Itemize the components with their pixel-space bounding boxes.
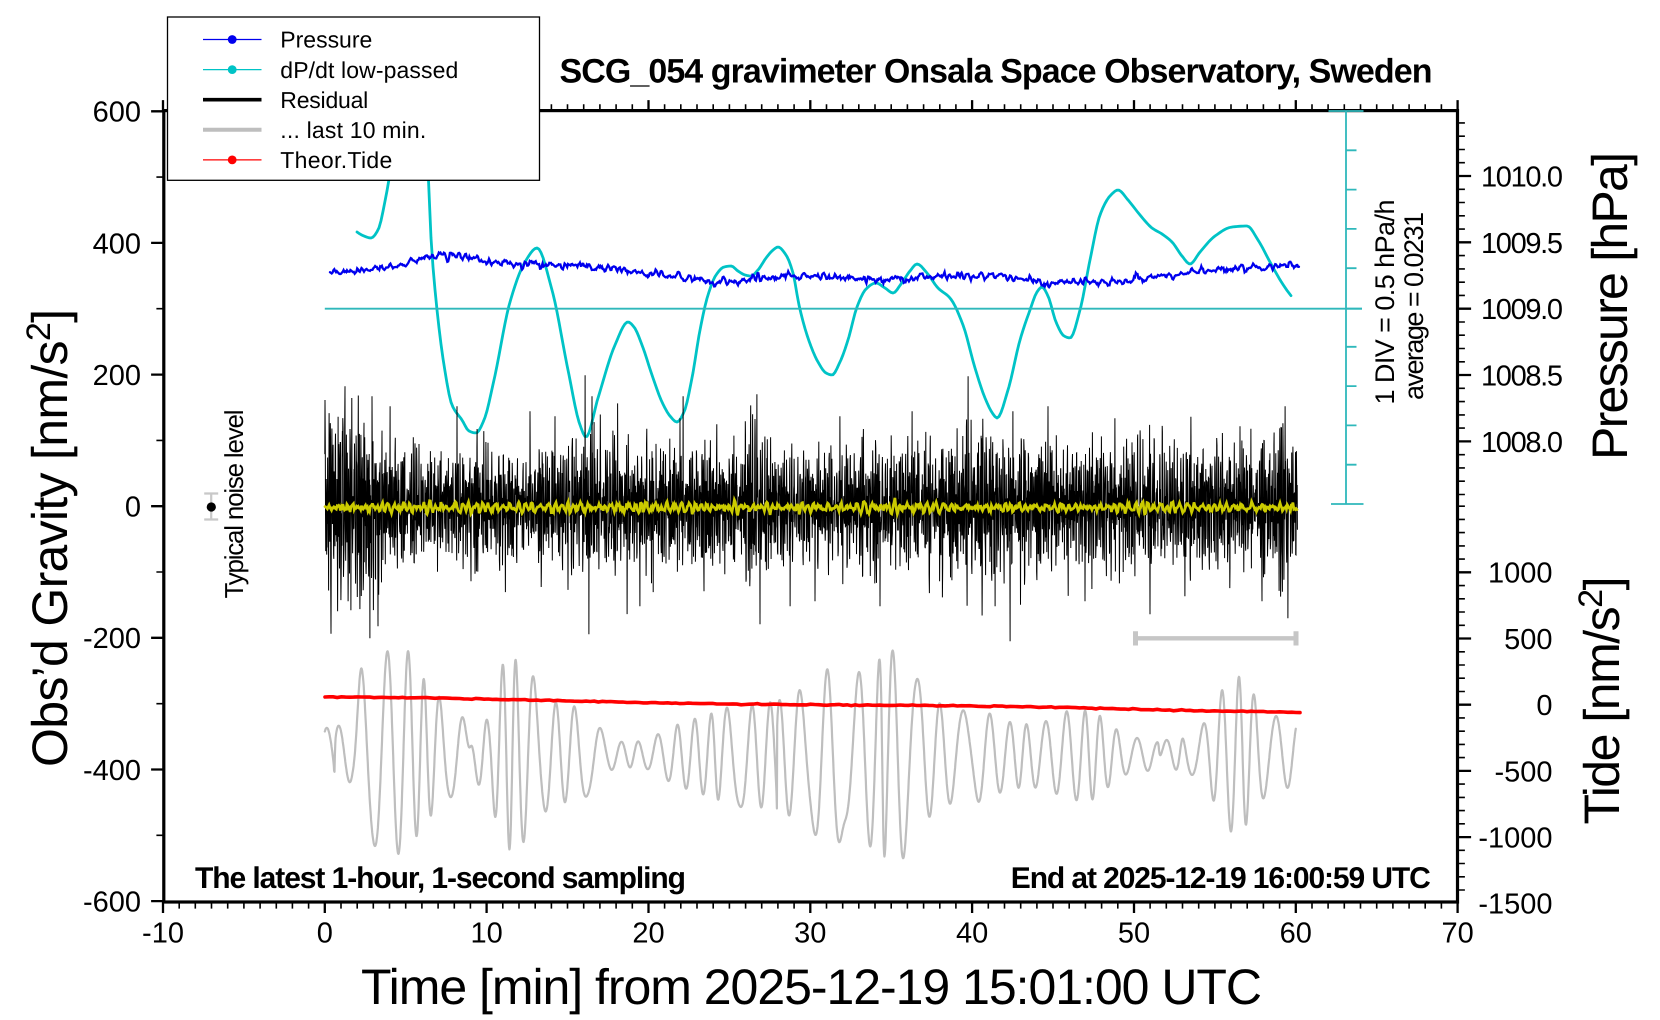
svg-text:1009.0: 1009.0	[1481, 294, 1563, 326]
svg-text:10: 10	[470, 918, 502, 950]
svg-text:400: 400	[93, 228, 141, 260]
svg-text:0: 0	[317, 918, 333, 950]
svg-text:200: 200	[93, 360, 141, 392]
svg-text:Theor.Tide: Theor.Tide	[280, 147, 392, 173]
svg-text:1010.0: 1010.0	[1481, 161, 1563, 193]
svg-text:0: 0	[125, 492, 141, 524]
svg-text:1008.0: 1008.0	[1481, 427, 1563, 459]
svg-text:50: 50	[1118, 918, 1150, 950]
svg-text:30: 30	[794, 918, 826, 950]
svg-text:-200: -200	[83, 623, 141, 655]
svg-text:The latest 1-hour, 1-second sa: The latest 1-hour, 1-second sampling	[195, 862, 686, 895]
svg-text:Pressure [hPa]: Pressure [hPa]	[1582, 152, 1638, 460]
svg-text:Obs’d Gravity [nm/s2]: Obs’d Gravity [nm/s2]	[20, 309, 78, 767]
svg-text:0: 0	[1536, 690, 1552, 722]
svg-text:SCG_054 gravimeter Onsala Spac: SCG_054 gravimeter Onsala Space Observat…	[560, 53, 1433, 91]
svg-text:40: 40	[956, 918, 988, 950]
svg-text:End at 2025-12-19 16:00:59 UTC: End at 2025-12-19 16:00:59 UTC	[1011, 862, 1431, 895]
svg-text:1009.5: 1009.5	[1481, 228, 1563, 260]
svg-text:Time [min] from 2025-12-19 15:: Time [min] from 2025-12-19 15:01:00 UTC	[361, 959, 1262, 1015]
svg-text:... last 10 min.: ... last 10 min.	[280, 117, 426, 143]
svg-text:average = 0.0231: average = 0.0231	[1399, 212, 1429, 400]
svg-text:Tide [nm/s2]: Tide [nm/s2]	[1572, 577, 1630, 825]
svg-text:-600: -600	[83, 887, 141, 919]
svg-text:dP/dt low-passed: dP/dt low-passed	[280, 57, 458, 83]
svg-text:Residual: Residual	[280, 87, 368, 113]
svg-text:-500: -500	[1494, 756, 1552, 788]
svg-text:-1000: -1000	[1478, 823, 1552, 855]
svg-text:500: 500	[1504, 624, 1552, 656]
svg-text:70: 70	[1441, 918, 1473, 950]
svg-text:1 DIV = 0.5 hPa/h: 1 DIV = 0.5 hPa/h	[1370, 200, 1400, 405]
svg-text:1008.5: 1008.5	[1481, 360, 1563, 392]
svg-text:-10: -10	[142, 918, 184, 950]
svg-text:600: 600	[93, 97, 141, 129]
svg-text:-1500: -1500	[1478, 889, 1552, 921]
svg-text:Typical noise level: Typical noise level	[219, 410, 249, 599]
svg-text:-400: -400	[83, 755, 141, 787]
svg-text:20: 20	[632, 918, 664, 950]
svg-text:Pressure: Pressure	[280, 27, 372, 53]
svg-text:60: 60	[1280, 918, 1312, 950]
svg-text:1000: 1000	[1488, 558, 1553, 590]
